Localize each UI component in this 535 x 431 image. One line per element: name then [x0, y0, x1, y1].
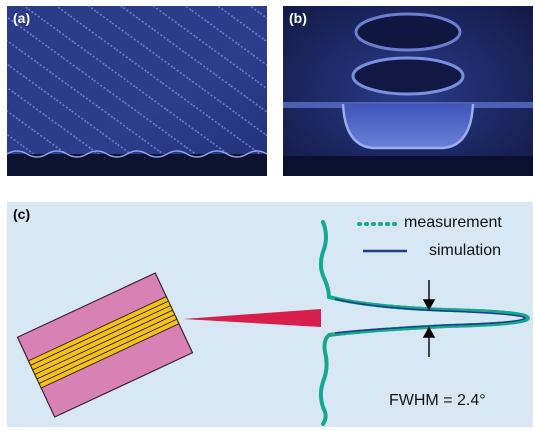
fwhm-annotation: FWHM = 2.4° [389, 392, 486, 409]
sem-grating-graphic [7, 6, 267, 176]
simulation-trace [334, 298, 526, 334]
legend-measurement-label: measurement [404, 214, 502, 231]
panel-label-b: (b) [289, 10, 307, 26]
schematic-graphic [16, 220, 531, 426]
sem-image-a: (a) [7, 6, 267, 176]
sem-image-b: (b) [283, 6, 533, 176]
panel-label-c: (c) [13, 206, 31, 222]
measurement-dots [327, 295, 531, 337]
sem-cross-section-graphic [283, 6, 533, 176]
laser-beam [183, 309, 321, 327]
schematic-panel-c: (c) [7, 202, 533, 427]
panel-label-a: (a) [13, 10, 31, 26]
laser-chip [16, 272, 194, 418]
fwhm-arrows [422, 280, 436, 357]
legend-simulation-label: simulation [429, 242, 502, 259]
